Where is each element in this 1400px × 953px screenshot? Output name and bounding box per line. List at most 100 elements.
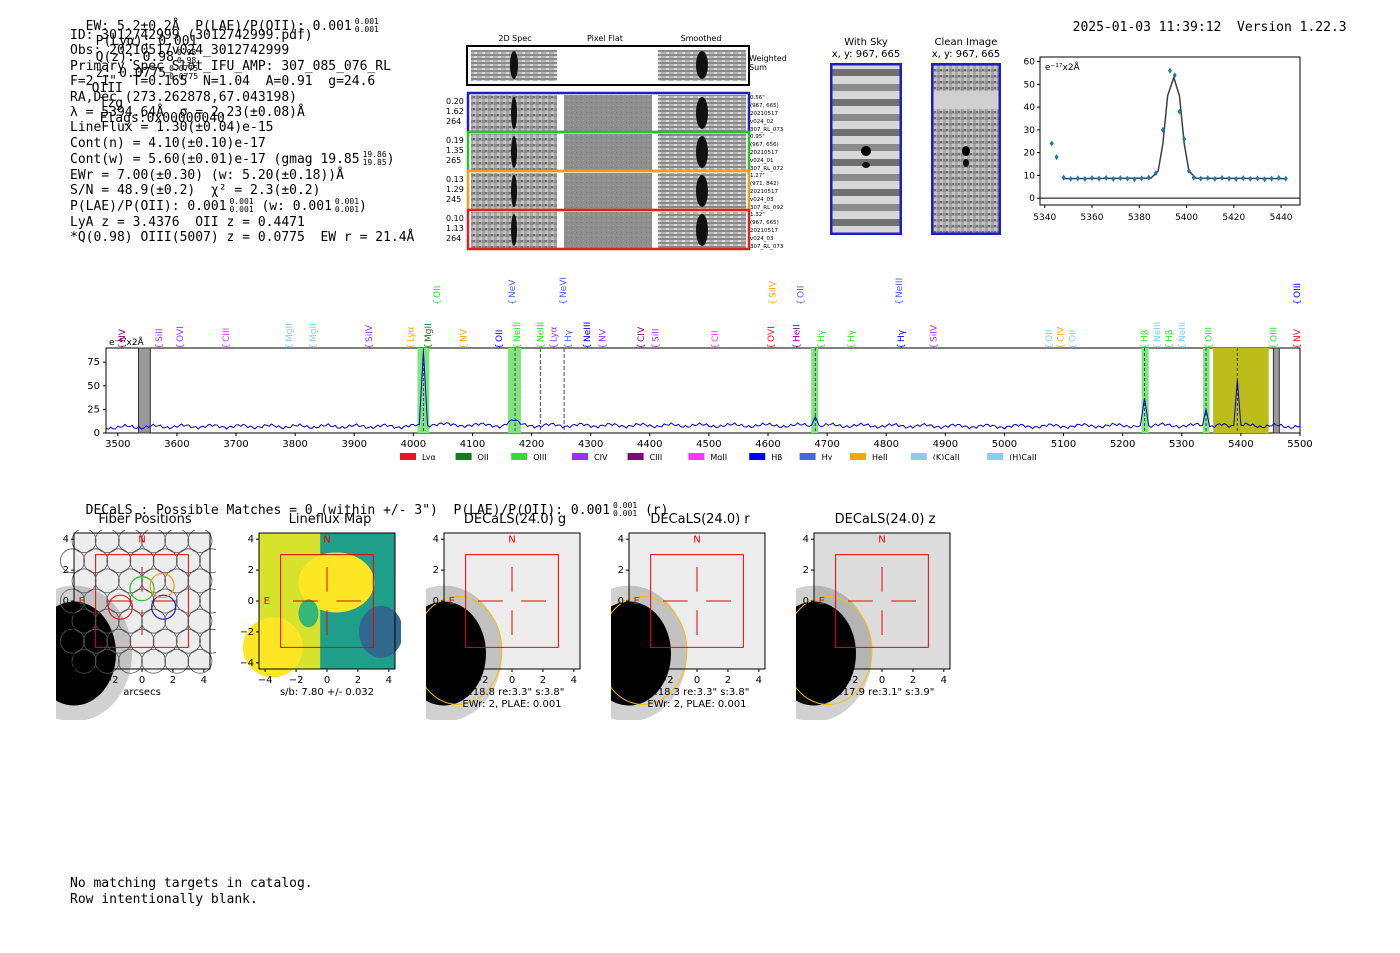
svg-text:OIII: OIII xyxy=(1293,283,1303,298)
emission-line-label: OII{ xyxy=(797,286,807,305)
legend-entry: HeII xyxy=(850,453,888,460)
map-caption-2: EWr: 2, PLAE: 0.001 xyxy=(647,699,746,710)
info-fit: F=2.1" T=0.165 N=1.04 A=0.91 g=24.6 xyxy=(70,74,376,90)
emission-line-label: NV{ xyxy=(599,328,609,349)
tick-label: 5380 xyxy=(1128,213,1151,223)
emission-line-label: SiII{ xyxy=(155,328,165,349)
tick-label: −4 xyxy=(258,675,273,686)
svg-text:Hγ: Hγ xyxy=(822,453,833,460)
tick-label: 0 xyxy=(618,596,624,607)
tick-label: −2 xyxy=(289,675,304,686)
version: Version 1.22.3 xyxy=(1237,20,1347,35)
tick-label: 3800 xyxy=(282,439,307,450)
tick-label: 0 xyxy=(94,428,100,439)
emission-line-label: OIII{ xyxy=(1204,327,1214,349)
svg-text:{: { xyxy=(847,343,857,349)
tick-label: 2 xyxy=(63,565,69,576)
emission-line-label: OIII{ xyxy=(1269,327,1279,349)
footer-line-2: Row intentionally blank. xyxy=(70,891,258,907)
emission-line-label: Hβ{ xyxy=(1165,329,1175,349)
data-point xyxy=(1125,175,1130,182)
svg-text:NV: NV xyxy=(118,328,128,342)
emission-line-label: Lyα{ xyxy=(549,326,559,349)
tick-label: −2 xyxy=(796,627,809,638)
info-plae-sub: 0.001 xyxy=(229,205,254,215)
tick-label: −4 xyxy=(73,675,88,686)
col-title-smoothed: Smoothed xyxy=(681,34,722,43)
svg-text:{: { xyxy=(508,299,518,305)
cutout-meta: 20210517 xyxy=(750,111,778,117)
svg-text:Lyα: Lyα xyxy=(549,326,559,342)
tick-label: 5420 xyxy=(1222,213,1245,223)
data-point xyxy=(1177,108,1182,115)
tick-label: 4700 xyxy=(814,439,839,450)
cutout-meta: 20210517 xyxy=(750,189,778,195)
catalog-footer: No matching targets in catalog. Row inten… xyxy=(70,876,313,907)
data-point xyxy=(1153,170,1158,177)
tick-label: −4 xyxy=(813,675,828,686)
svg-text:Hβ: Hβ xyxy=(1141,329,1151,342)
svg-text:Hβ: Hβ xyxy=(1165,329,1175,342)
svg-text:OIII: OIII xyxy=(533,453,546,460)
emission-line-label: NeIII{ xyxy=(1178,322,1188,349)
cutout-value: 0.13 xyxy=(446,175,464,184)
svg-text:MgII: MgII xyxy=(285,323,295,342)
tick-label: 4 xyxy=(571,675,577,686)
emission-line-label: NeVI{ xyxy=(559,277,569,305)
emission-line-label: Hγ{ xyxy=(564,329,574,349)
tick-label: −2 xyxy=(56,627,69,638)
tick-label: −2 xyxy=(611,627,624,638)
header-ew-sub: 0.001 xyxy=(354,25,379,34)
data-point xyxy=(1146,174,1151,181)
header-plya: P(Lyα): 0.001 xyxy=(95,34,198,49)
svg-text:{: { xyxy=(176,343,186,349)
map-caption: m:17.9 re:3.1" s:3.9" xyxy=(830,687,935,698)
legend-entry: (K)CaII xyxy=(910,453,960,460)
cutout-value: 1.62 xyxy=(446,107,464,116)
emission-line-label: SiIV{ xyxy=(769,280,779,305)
header-z: z: 0.0775 xyxy=(95,66,167,81)
emission-line-label: NeIII{ xyxy=(536,322,546,349)
svg-text:MgII: MgII xyxy=(309,323,319,342)
emission-line-label: OIII{ xyxy=(1293,283,1303,305)
tick-label: 2 xyxy=(248,565,254,576)
info-plae: P(LAE)/P(OII): 0.001 xyxy=(70,199,227,215)
svg-text:NeIII: NeIII xyxy=(536,322,546,342)
east-label: E xyxy=(449,596,455,607)
tick-label: −2 xyxy=(659,675,674,686)
tick-label: −4 xyxy=(611,658,624,669)
data-point xyxy=(1205,175,1210,182)
cutout-meta: 0.56" xyxy=(750,95,765,101)
data-point xyxy=(1241,175,1246,182)
svg-text:{: { xyxy=(1057,343,1067,349)
svg-text:{: { xyxy=(460,343,470,349)
emission-line-label: SiIV{ xyxy=(930,324,940,349)
north-label: N xyxy=(508,534,515,545)
tick-label: 4300 xyxy=(578,439,603,450)
emission-line-label: OII{ xyxy=(433,286,443,305)
tick-label: −4 xyxy=(628,675,643,686)
weighted-sum-row: Weighted Sum xyxy=(466,45,787,86)
tick-label: −2 xyxy=(426,627,439,638)
cutout-meta: v024_03 xyxy=(750,197,774,203)
tick-label: 4100 xyxy=(460,439,485,450)
data-point xyxy=(1172,72,1177,79)
emission-line-label: NeV{ xyxy=(508,279,518,305)
map-caption: m:18.3 re:3.3" s:3.8" xyxy=(645,687,750,698)
svg-text:{: { xyxy=(583,343,593,349)
tick-label: 4 xyxy=(756,675,762,686)
cutout-meta: v024_01 xyxy=(750,158,774,164)
svg-text:{: { xyxy=(792,343,802,349)
line-fit-chart: 0 10 20 30 40 50 60 5340 5360 5380 5400 5420 5440 e⁻¹… xyxy=(1024,56,1301,223)
svg-text:SiIV: SiIV xyxy=(365,324,375,342)
emission-line-label: OII{ xyxy=(1045,330,1055,349)
tick-label: 5300 xyxy=(1169,439,1194,450)
decals-sup: 0.001 xyxy=(613,501,638,510)
svg-text:Hγ: Hγ xyxy=(564,329,574,342)
cutout-value: 1.29 xyxy=(446,185,464,194)
tick-label: 2 xyxy=(803,565,809,576)
with-sky-image xyxy=(830,63,902,235)
svg-text:{: { xyxy=(495,343,505,349)
svg-text:{: { xyxy=(1153,343,1163,349)
tick-label: 50 xyxy=(1024,80,1036,90)
